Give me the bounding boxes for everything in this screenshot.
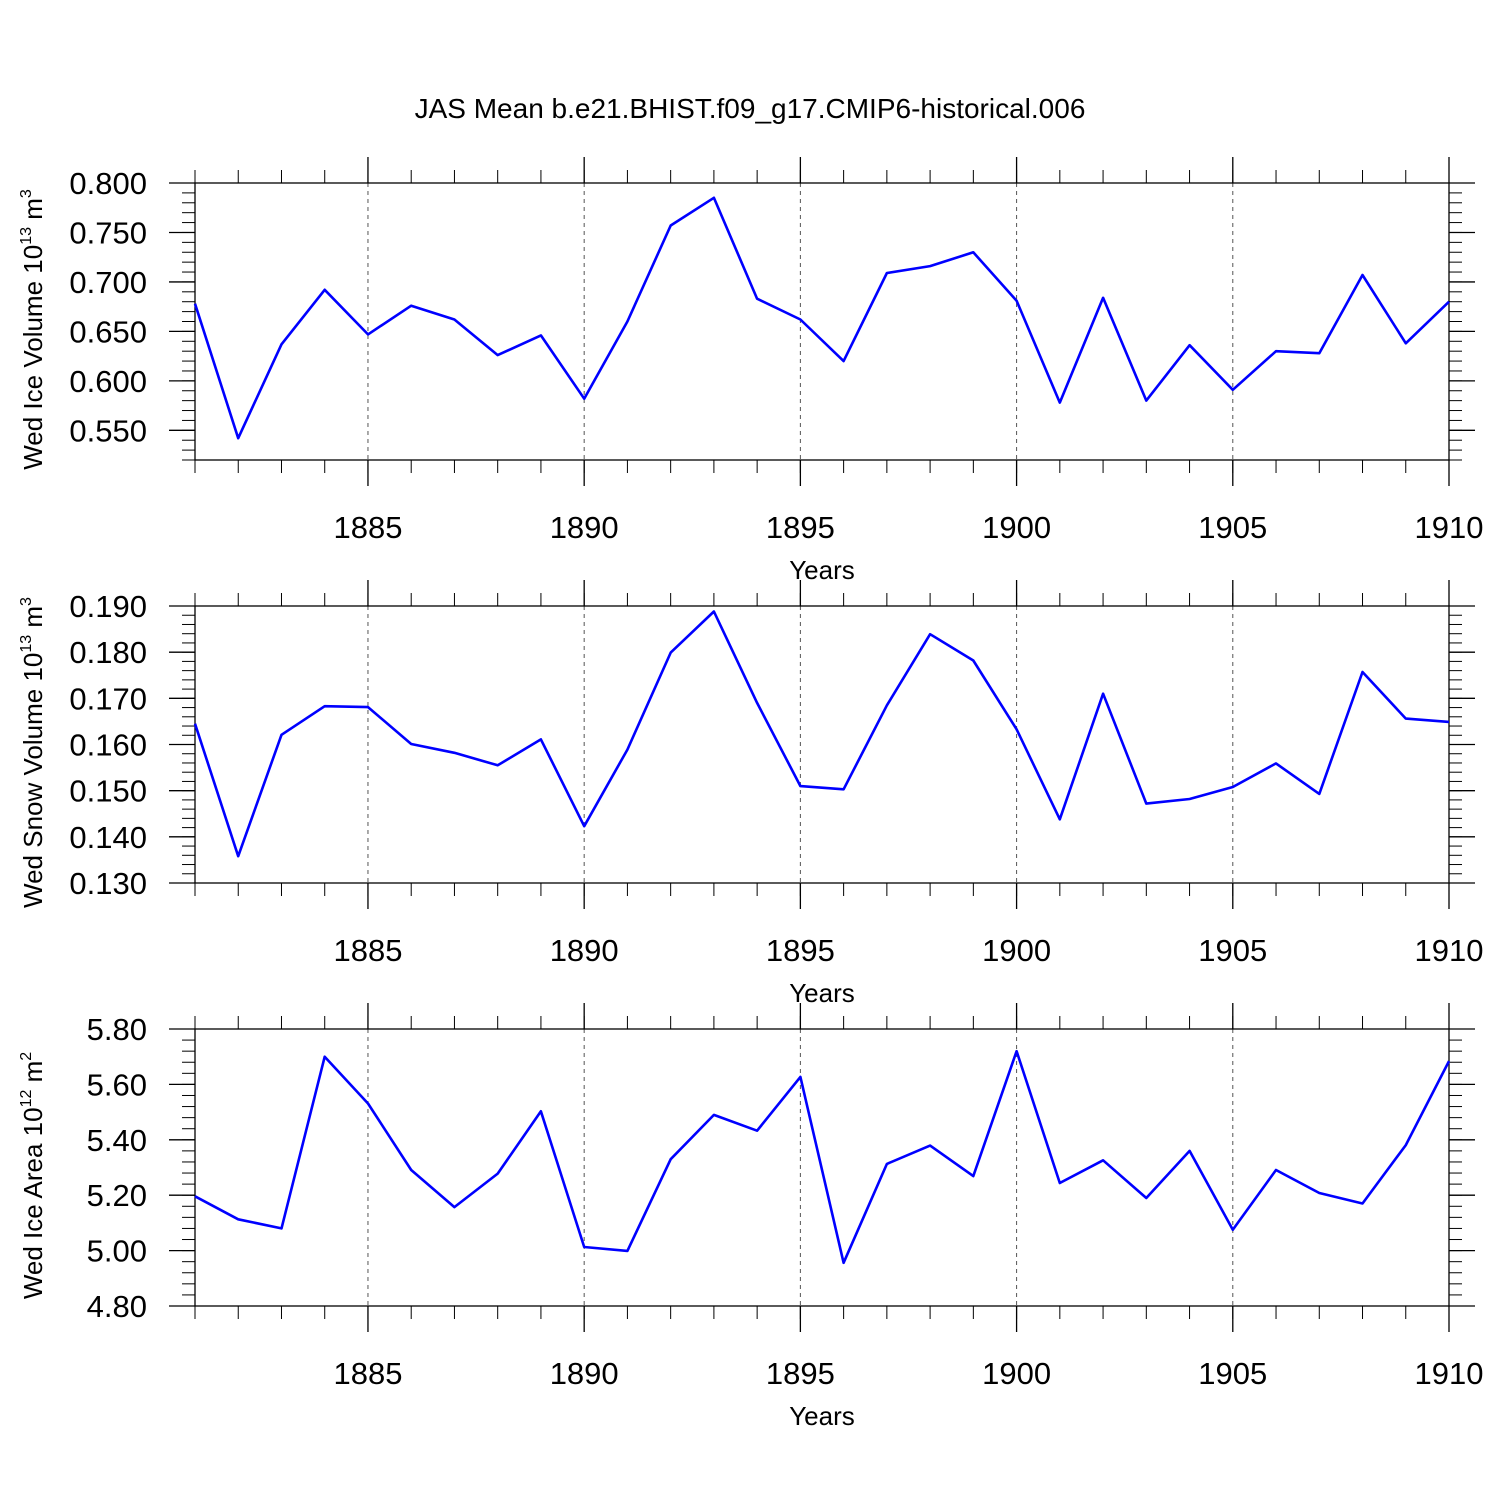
x-tick-label: 1885	[333, 510, 402, 545]
y-axis-label-unit: m	[18, 1061, 48, 1090]
chart-panel-2: 0.130 0.140 0.150 0.160 0.170 0.180 0.190 1885 1…	[18, 580, 1483, 1008]
y-tick-label: 5.40	[87, 1123, 147, 1158]
y-tick-label: 0.140	[69, 820, 147, 855]
x-tick-label: 1885	[333, 933, 402, 968]
y-axis-label-text: Wed Snow Volume 10	[18, 653, 48, 908]
y-tick-label: 0.170	[69, 681, 147, 716]
x-tick-label: 1890	[550, 510, 619, 545]
y-axis-label-unit: m	[18, 606, 48, 635]
y-tick-label: 0.550	[69, 413, 147, 448]
x-tick-label: 1890	[550, 933, 619, 968]
x-tick-label: 1900	[982, 1356, 1051, 1391]
y-tick-label: 0.650	[69, 314, 147, 349]
y-tick-label: 0.150	[69, 774, 147, 809]
y-axis-label-text: Wed Ice Volume 10	[18, 245, 48, 470]
y-tick-label: 0.180	[69, 635, 147, 670]
x-tick-label: 1890	[550, 1356, 619, 1391]
y-axis-label-unit-exponent: 3	[18, 597, 35, 606]
x-tick-label: 1895	[766, 510, 835, 545]
y-tick-label: 5.00	[87, 1234, 147, 1269]
y-tick-label: 0.600	[69, 364, 147, 399]
x-tick-label: 1905	[1198, 510, 1267, 545]
x-axis-label: Years	[789, 1401, 855, 1431]
y-axis-label-text: Wed Ice Area 10	[18, 1107, 48, 1299]
plot-frame	[194, 1028, 1450, 1307]
y-axis-label-unit: m	[18, 198, 48, 227]
y-tick-label: 0.700	[69, 265, 147, 300]
x-tick-label: 1905	[1198, 1356, 1267, 1391]
y-axis-label: Wed Ice Area 1012 m2	[18, 1052, 48, 1299]
y-axis-label-unit-exponent: 3	[18, 189, 35, 198]
y-tick-label: 4.80	[87, 1289, 147, 1324]
y-tick-label: 5.20	[87, 1178, 147, 1213]
y-axis-label-exponent: 12	[18, 1090, 35, 1108]
y-tick-label: 0.160	[69, 728, 147, 763]
chart-panel-1: 0.550 0.600 0.650 0.700 0.750 0.800 1885 1890 18…	[18, 157, 1483, 585]
y-tick-label: 5.60	[87, 1067, 147, 1102]
x-axis-label: Years	[789, 555, 855, 585]
x-tick-label: 1885	[333, 1356, 402, 1391]
series-line	[193, 196, 1450, 440]
figure-title: JAS Mean b.e21.BHIST.f09_g17.CMIP6-histo…	[415, 93, 1086, 124]
x-tick-label: 1905	[1198, 933, 1267, 968]
x-tick-label: 1900	[982, 933, 1051, 968]
y-axis-label-exponent: 13	[18, 635, 35, 653]
series-line	[194, 1049, 1451, 1265]
x-tick-label: 1895	[766, 1356, 835, 1391]
y-axis-label-exponent: 13	[18, 227, 35, 245]
x-tick-label: 1895	[766, 933, 835, 968]
x-tick-label: 1910	[1415, 1356, 1484, 1391]
y-tick-label: 0.190	[69, 589, 147, 624]
y-tick-label: 5.80	[87, 1012, 147, 1047]
y-tick-label: 0.750	[69, 215, 147, 250]
series-line	[193, 610, 1450, 858]
y-axis-label: Wed Snow Volume 1013 m3	[18, 597, 48, 908]
chart-panel-3: 4.80 5.00 5.20 5.40 5.60 5.80 1885 1890 1895 1900…	[18, 1003, 1483, 1431]
x-tick-label: 1910	[1415, 933, 1484, 968]
y-tick-label: 0.800	[69, 166, 147, 201]
x-tick-label: 1910	[1415, 510, 1484, 545]
y-axis-label: Wed Ice Volume 1013 m3	[18, 189, 48, 470]
x-tick-label: 1900	[982, 510, 1051, 545]
y-axis-label-unit-exponent: 2	[18, 1052, 35, 1061]
y-tick-label: 0.130	[69, 866, 147, 901]
x-axis-label: Years	[789, 978, 855, 1008]
